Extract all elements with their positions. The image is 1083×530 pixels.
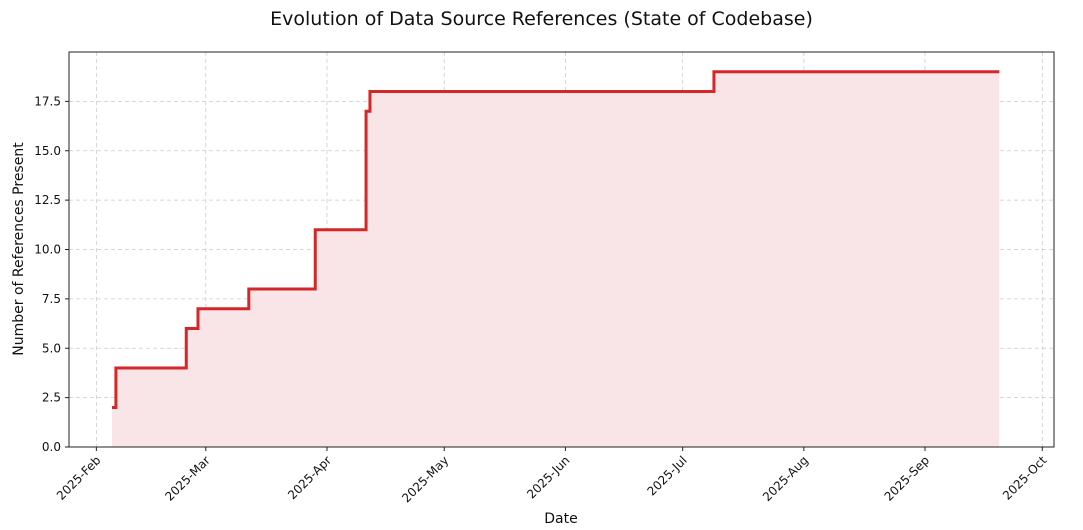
x-tick-label: 2025-Sep	[882, 453, 933, 504]
x-tick-label: 2025-Oct	[1000, 453, 1050, 503]
y-tick-label: 17.5	[34, 94, 61, 108]
y-tick-label: 5.0	[42, 341, 61, 355]
y-tick-label: 2.5	[42, 391, 61, 405]
chart-title: Evolution of Data Source References (Sta…	[270, 8, 813, 30]
x-tick-label: 2025-Mar	[162, 453, 213, 504]
x-tick-label: 2025-Feb	[54, 453, 104, 503]
x-tick-label: 2025-Apr	[285, 453, 334, 502]
x-tick-label: 2025-May	[399, 453, 451, 505]
x-tick-label: 2025-Aug	[760, 453, 811, 504]
y-tick-label: 12.5	[34, 193, 61, 207]
series-line	[111, 70, 1000, 409]
y-tick-label: 15.0	[34, 144, 61, 158]
y-tick-label: 0.0	[42, 440, 61, 454]
y-tick-label: 10.0	[34, 243, 61, 257]
x-tick-label: 2025-Jun	[524, 453, 572, 501]
area-fill	[111, 71, 1000, 447]
x-tick-label: 2025-Jul	[645, 453, 690, 498]
x-axis-label: Date	[544, 511, 578, 527]
y-tick-label: 7.5	[42, 292, 61, 306]
